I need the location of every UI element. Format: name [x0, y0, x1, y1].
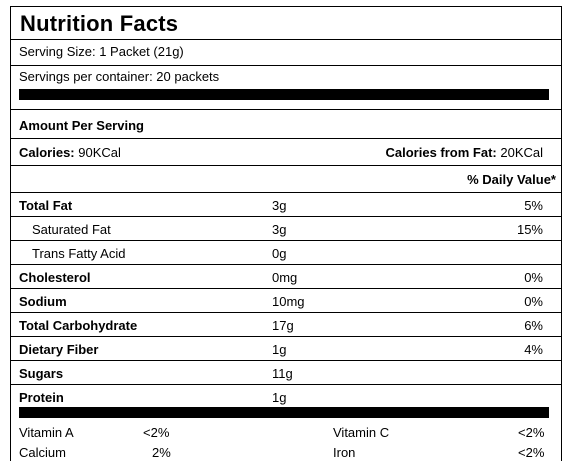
vitamin-daily-value: <2%	[518, 445, 545, 460]
label-title: Nutrition Facts	[20, 11, 179, 36]
nutrient-name: Total Fat	[19, 198, 73, 213]
thick-divider	[19, 89, 549, 100]
nutrient-name: Dietary Fiber	[19, 342, 99, 357]
nutrient-row: Sodium 10mg 0%	[11, 289, 561, 313]
nutrient-name: Sugars	[19, 366, 64, 381]
nutrient-daily-value: 5%	[524, 198, 543, 213]
nutrient-name: Saturated Fat	[32, 222, 111, 237]
vitamin-daily-value: <2%	[143, 425, 170, 440]
nutrient-amount: 0g	[272, 246, 287, 261]
nutrient-name: Protein	[19, 390, 64, 405]
calories-value: 90KCal	[74, 145, 121, 160]
vitamin-name: Vitamin A	[19, 425, 74, 440]
nutrient-amount: 3g	[272, 198, 287, 213]
nutrient-amount: 1g	[272, 342, 287, 357]
nutrient-row: Trans Fatty Acid 0g	[11, 241, 561, 265]
divider	[11, 109, 561, 110]
calories-label: Calories:	[19, 145, 75, 160]
nutrient-row: Protein 1g	[11, 385, 561, 408]
vitamin-name: Calcium	[19, 445, 66, 460]
nutrient-row: Cholesterol 0mg 0%	[11, 265, 561, 289]
nutrient-name: Trans Fatty Acid	[32, 246, 126, 261]
nutrient-name: Cholesterol	[19, 270, 91, 285]
nutrient-amount: 3g	[272, 222, 287, 237]
nutrient-daily-value: 0%	[524, 294, 543, 309]
divider	[11, 39, 561, 40]
divider	[11, 165, 561, 166]
serving-size: Serving Size: 1 Packet (21g)	[19, 44, 184, 59]
divider	[11, 65, 561, 66]
nutrient-daily-value: 0%	[524, 270, 543, 285]
divider	[11, 192, 561, 193]
nutrient-row: Saturated Fat 3g 15%	[11, 217, 561, 241]
nutrient-name: Sodium	[19, 294, 67, 309]
vitamin-name: Iron	[333, 445, 356, 460]
nutrient-row: Sugars 11g	[11, 361, 561, 385]
vitamin-daily-value: <2%	[518, 425, 545, 440]
nutrient-amount: 17g	[272, 318, 294, 333]
calories-from-fat-label: Calories from Fat:	[385, 145, 497, 160]
nutrient-row: Total Fat 3g 5%	[11, 193, 561, 217]
nutrient-amount: 0mg	[272, 270, 298, 285]
vitamin-daily-value: 2%	[152, 445, 171, 460]
nutrient-amount: 10mg	[272, 294, 305, 309]
vitamin-name: Vitamin C	[333, 425, 390, 440]
daily-value-header: % Daily Value*	[467, 172, 556, 187]
nutrient-amount: 1g	[272, 390, 287, 405]
nutrient-amount: 11g	[272, 366, 293, 381]
calories-from-fat-value: 20KCal	[496, 145, 543, 160]
nutrition-label: Nutrition Facts Serving Size: 1 Packet (…	[10, 6, 562, 461]
amount-per-serving: Amount Per Serving	[19, 118, 144, 133]
nutrient-daily-value: 4%	[524, 342, 543, 357]
nutrient-daily-value: 15%	[516, 222, 543, 237]
nutrient-row: Dietary Fiber 1g 4%	[11, 337, 561, 361]
calories-from-fat-line: Calories from Fat: 20KCal	[386, 145, 544, 160]
servings-per-container: Servings per container: 20 packets	[19, 69, 220, 84]
calories-line: Calories: 90KCal	[19, 145, 121, 160]
nutrient-name: Total Carbohydrate	[19, 318, 138, 333]
divider	[11, 138, 561, 139]
thick-divider	[19, 407, 549, 418]
nutrient-row: Total Carbohydrate 17g 6%	[11, 313, 561, 337]
nutrient-daily-value: 6%	[524, 318, 543, 333]
